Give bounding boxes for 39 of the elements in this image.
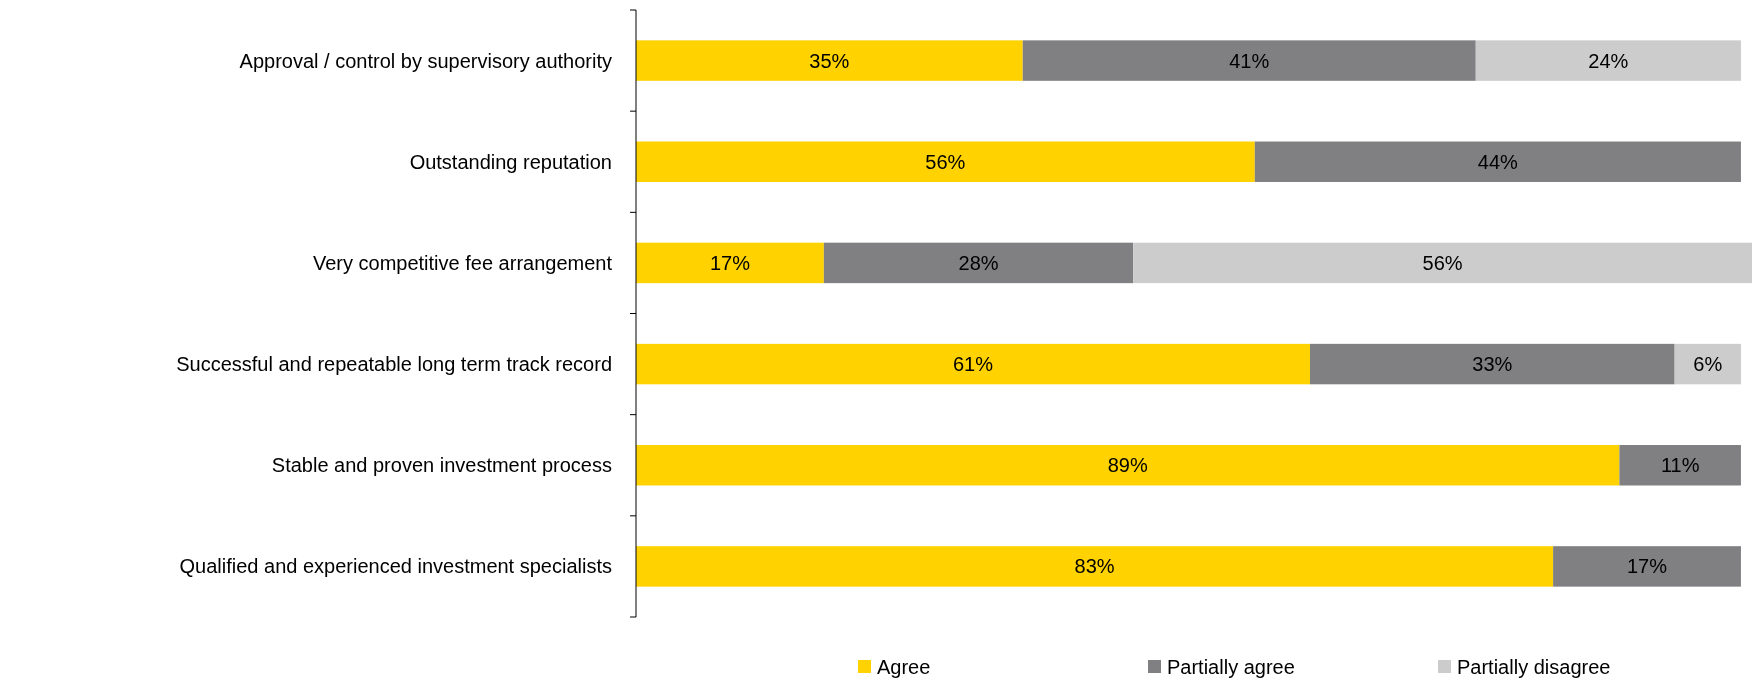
bar (636, 343, 1311, 385)
bar (1022, 40, 1476, 81)
bar (636, 445, 1620, 486)
bar (1254, 141, 1741, 182)
bar (823, 242, 1134, 284)
bar (636, 141, 1255, 182)
data-label: 28% (958, 251, 999, 274)
data-label: 35% (809, 49, 850, 72)
data-label: 11% (1660, 454, 1700, 477)
y-tick-label: Stable and proven investment process (271, 454, 612, 477)
y-tick-label: Very competitive fee arrangement (312, 251, 613, 274)
bar (636, 242, 824, 284)
data-label: 41% (1229, 49, 1270, 72)
data-label: 33% (1472, 353, 1513, 376)
y-tick-label: Successful and repeatable long term track record (176, 353, 612, 376)
y-tick-label: Approval / control by supervisory authority (239, 49, 612, 72)
data-label: 61% (952, 353, 994, 376)
bar (1310, 343, 1675, 385)
data-label: 44% (1477, 150, 1519, 173)
y-tick-label: Outstanding reputation (409, 150, 612, 173)
data-label: 17% (709, 251, 751, 274)
bar (1133, 242, 1752, 284)
bar (1475, 40, 1741, 81)
legend-label: Partially disagree (1457, 656, 1611, 678)
data-label: 89% (1107, 454, 1148, 477)
data-label: 56% (925, 150, 966, 173)
bar (1619, 445, 1741, 486)
bar (1553, 546, 1741, 587)
data-label: 56% (1422, 251, 1463, 274)
legend-label: Agree (877, 656, 931, 678)
legend-label: Partially agree (1167, 656, 1295, 678)
data-label: 83% (1074, 555, 1115, 578)
bar (636, 546, 1554, 587)
bar (1674, 343, 1741, 385)
data-label: 6% (1693, 353, 1723, 376)
y-tick-label: Qualified and experienced investment specialists (179, 555, 612, 578)
data-label: 24% (1588, 49, 1629, 72)
bar (636, 40, 1023, 81)
data-label: 17% (1627, 555, 1668, 578)
